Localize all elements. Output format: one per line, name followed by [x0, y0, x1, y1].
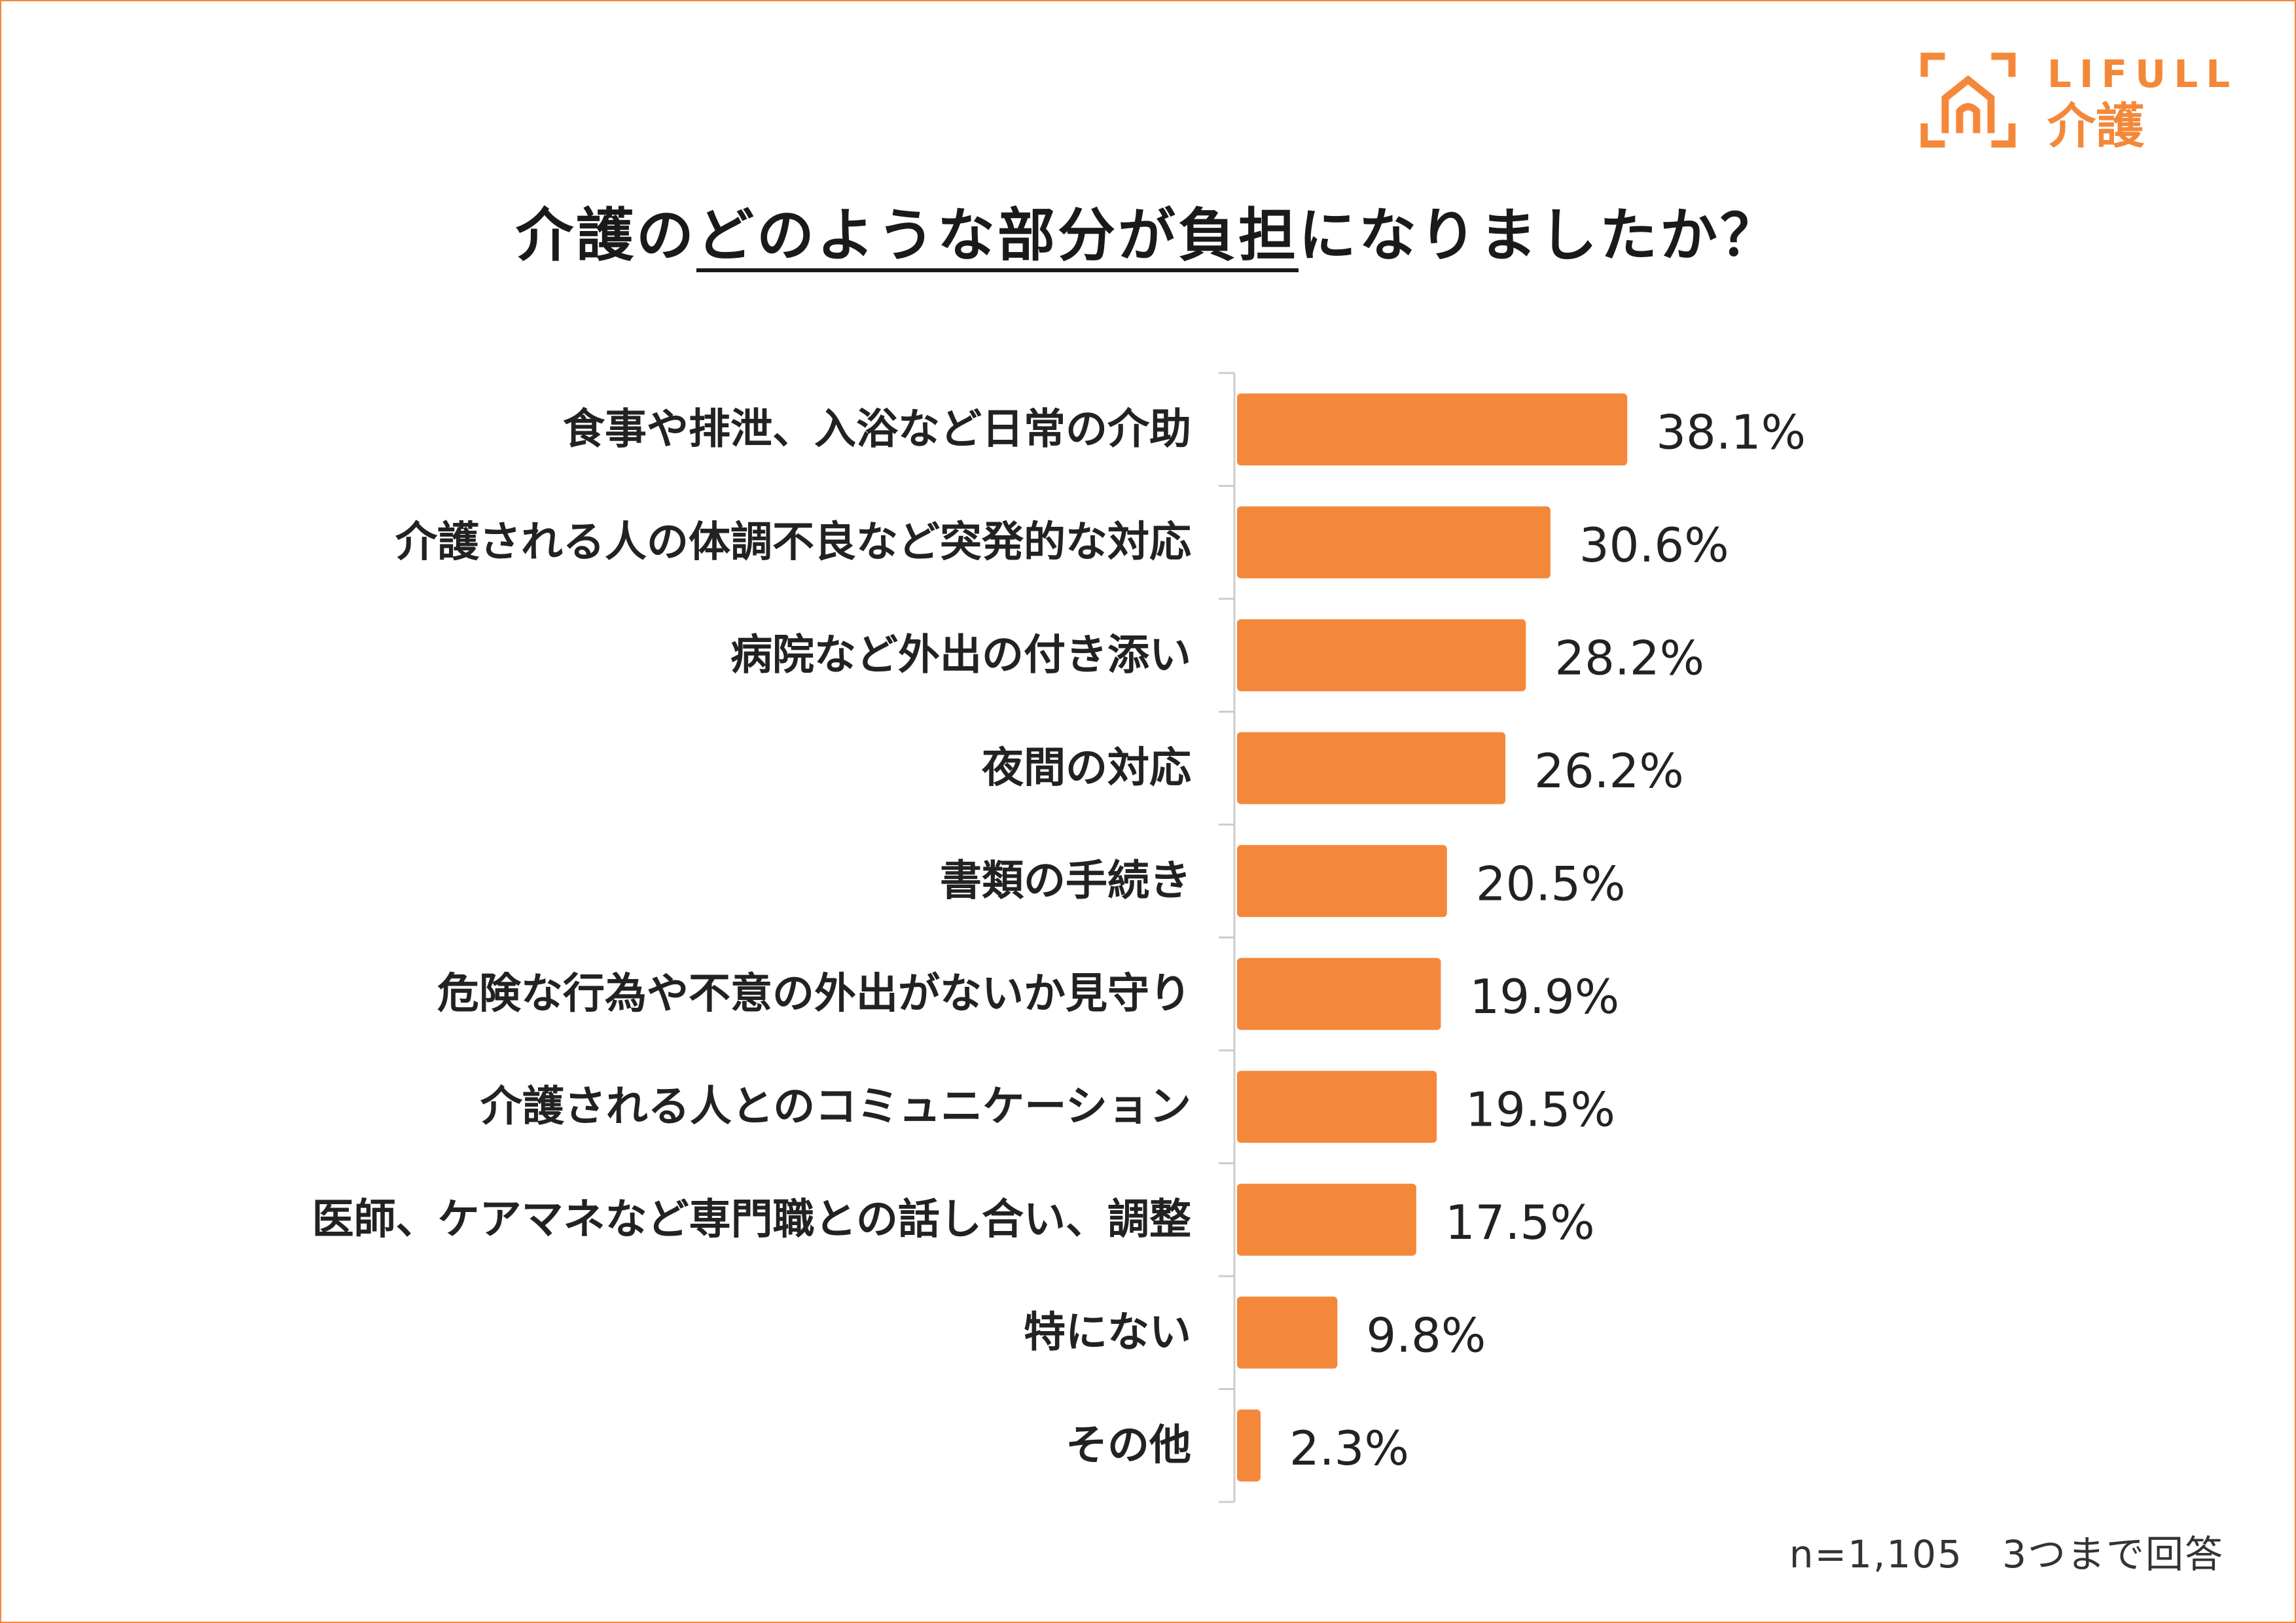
footnote: n=1,105 3つまで回答 — [1789, 1532, 2224, 1577]
category-label: その他 — [1066, 1421, 1191, 1470]
logo-brand-text: LIFULL — [2047, 52, 2238, 96]
category-label: 介護される人の体調不良など突発的な対応 — [395, 518, 1191, 567]
bar — [1237, 1183, 1416, 1256]
category-label: 夜間の対応 — [981, 744, 1191, 793]
category-label: 医師、ケアマネなど専門職との話し合い、調整 — [312, 1196, 1191, 1244]
value-label: 17.5% — [1445, 1195, 1595, 1250]
chart-title: 介護のどのような部分が負担になりましたか？ — [0, 190, 2296, 281]
bar — [1237, 732, 1506, 804]
value-label: 9.8% — [1366, 1308, 1486, 1363]
logo-service-text: 介護 — [2047, 98, 2144, 154]
value-label: 28.2% — [1554, 630, 1704, 685]
bar — [1237, 506, 1551, 579]
value-label: 20.5% — [1476, 856, 1626, 911]
lifull-logo: LIFULL 介護 — [1919, 51, 2246, 154]
category-label: 特にない — [1024, 1308, 1191, 1357]
value-label: 19.5% — [1465, 1082, 1615, 1137]
category-label: 食事や排泄、入浴など日常の介助 — [563, 405, 1191, 454]
value-label: 26.2% — [1534, 743, 1684, 798]
bar — [1237, 845, 1447, 918]
bar — [1237, 619, 1526, 692]
category-label: 介護される人とのコミュニケーション — [480, 1082, 1191, 1131]
bar — [1237, 1409, 1261, 1482]
title-emphasis: どのような部分が負担 — [696, 202, 1299, 269]
category-label: 病院など外出の付き添い — [730, 631, 1191, 679]
bar — [1237, 1296, 1338, 1369]
bar — [1237, 957, 1441, 1030]
category-label: 書類の手続き — [940, 857, 1191, 905]
value-label: 38.1% — [1656, 404, 1806, 459]
house-logo-icon — [1920, 52, 2016, 148]
category-label: 危険な行為や不意の外出がないか見守り — [437, 970, 1191, 1018]
bar — [1237, 1071, 1437, 1143]
value-label: 30.6% — [1579, 518, 1729, 573]
value-label: 2.3% — [1289, 1421, 1409, 1476]
value-label: 19.9% — [1469, 969, 1619, 1024]
bar — [1237, 393, 1628, 466]
title-suffix: になりましたか？ — [1299, 202, 1781, 269]
title-prefix: 介護の — [515, 202, 696, 269]
